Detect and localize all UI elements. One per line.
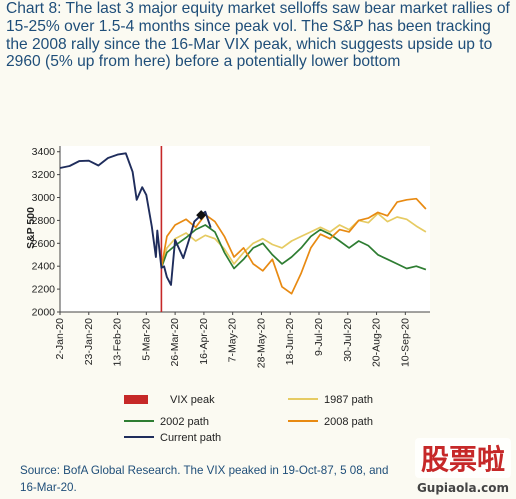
series-line-current-path <box>59 152 212 286</box>
legend-label-2002-path: 2002 path <box>160 416 209 428</box>
x-tick-label: 20-Aug-20 <box>371 318 383 367</box>
x-tick-label: 2-Jan-20 <box>54 318 66 360</box>
legend-label-2008-path: 2008 path <box>324 416 373 428</box>
y-tick-label: 3000 <box>32 192 56 204</box>
current-path-marker <box>196 210 207 221</box>
watermark-url: Gupiaola.com <box>417 481 509 495</box>
x-tick-label: 5-Mar-20 <box>140 318 152 361</box>
y-tick-label: 2200 <box>32 284 56 296</box>
source-note: Source: BofA Global Research. The VIX pe… <box>20 464 389 494</box>
y-tick-label: 3400 <box>32 146 56 158</box>
y-tick-label: 2800 <box>32 215 56 227</box>
y-tick-label: 2000 <box>32 307 56 319</box>
series-line-2002-path <box>160 224 427 271</box>
x-tick-label: 9-Jul-20 <box>313 318 325 356</box>
legend-label-1987-path: 1987 path <box>324 394 373 406</box>
x-tick-label: 28-May-20 <box>255 318 267 368</box>
x-tick-label: 13-Feb-20 <box>112 318 124 367</box>
y-tick-label: 3200 <box>32 169 56 181</box>
x-tick-label: 7-May-20 <box>227 318 239 363</box>
x-tick-label: 26-Mar-20 <box>169 318 181 367</box>
y-axis-label: S&P 500 <box>25 207 37 249</box>
legend-swatch-vix-peak <box>124 395 148 404</box>
x-tick-label: 23-Jan-20 <box>83 318 95 365</box>
series-line-1987-path <box>160 212 427 269</box>
plot-area-background <box>60 146 430 312</box>
y-tick-label: 2400 <box>32 261 56 273</box>
y-tick-label: 2600 <box>32 238 56 250</box>
x-tick-label: 10-Sep-20 <box>399 318 411 367</box>
chart-title: Chart 8: The last 3 major equity market … <box>6 0 510 71</box>
x-tick-label: 16-Apr-20 <box>198 318 210 365</box>
watermark-logo: 股票啦 Gupiaola.com <box>415 438 511 495</box>
watermark-main: 股票啦 <box>421 443 505 476</box>
legend-label-vix-peak: VIX peak <box>170 394 215 406</box>
x-tick-label: 18-Jun-20 <box>284 318 296 365</box>
x-tick-label: 30-Jul-20 <box>342 318 354 362</box>
legend-label-current-path: Current path <box>160 432 221 444</box>
